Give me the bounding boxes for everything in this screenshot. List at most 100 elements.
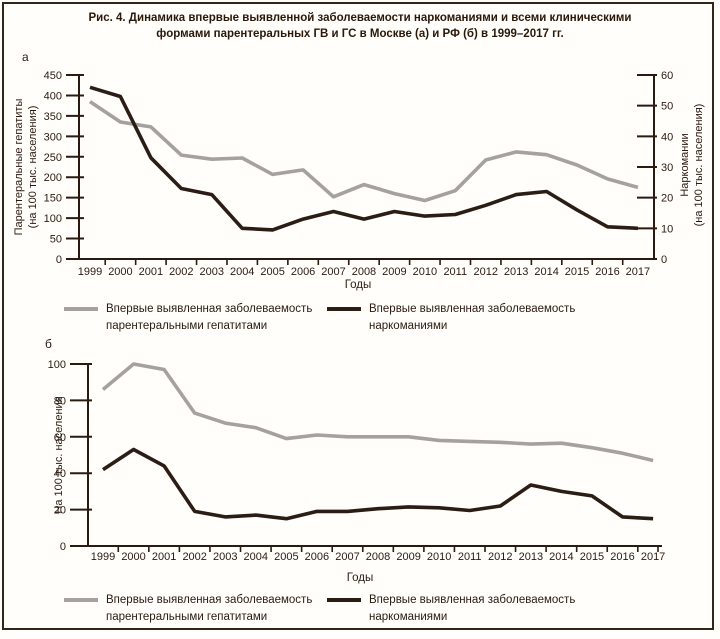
x-axis-year-label: 2002 (169, 266, 193, 278)
x-axis-year-label: 2001 (139, 266, 163, 278)
y-axis-title: (на 100 тыс. населения) (27, 106, 39, 229)
y-axis-tick-label: 150 (44, 193, 62, 205)
legend-hepatitis-line1: Впервые выявленная заболеваемость (106, 303, 313, 315)
x-axis-year-label: 2000 (121, 551, 145, 563)
y-axis-tick-label: 0 (56, 254, 62, 266)
x-axis-year-label: 2004 (244, 551, 268, 563)
right-axis-title: (на 100 тыс. населения) (693, 104, 705, 227)
y-axis-tick-label: 350 (44, 111, 62, 123)
chart-b-russia: 0 20 40 60 80 100 1999 2000 2001 2002 2003 2004 2005… (48, 359, 666, 584)
legend-hepatitis-line2: парентеральными гепатитами (106, 611, 268, 623)
legend-top: Впервые выявленная заболеваемость парент… (64, 301, 664, 335)
legend-narcotics-line1: Впервые выявленная заболеваемость (369, 594, 576, 606)
x-axis-year-label: 2013 (519, 551, 543, 563)
x-axis-year-label: 1999 (91, 551, 115, 563)
figure-title: Рис. 4. Динамика впервые выявленной забо… (0, 10, 720, 42)
x-axis-year-label: 2008 (366, 551, 390, 563)
right-axis-tick-label: 10 (661, 223, 673, 235)
y-axis-tick-label: 100 (48, 359, 66, 371)
figure-title-line2: формами парентеральных ГВ и ГС в Москве … (156, 28, 564, 40)
right-axis-tick-label: 30 (661, 162, 673, 174)
narcotics-line-swatch (327, 598, 361, 602)
legend-hepatitis-line2: парентеральными гепатитами (106, 320, 268, 332)
narcotics-line (89, 85, 638, 232)
x-axis-year-label: 2017 (641, 551, 665, 563)
legend-narcotics-line2: наркоманиями (369, 320, 448, 332)
x-axis-year-label: 2004 (230, 266, 254, 278)
x-axis-year-label: 2001 (152, 551, 176, 563)
y-axis-title: На 100 тыс. населения (53, 396, 65, 513)
x-axis-title: Годы (347, 572, 374, 584)
x-axis-year-label: 2005 (260, 266, 284, 278)
x-axis-year-label: 2011 (458, 551, 482, 563)
narcotics-line-swatch (327, 307, 361, 311)
x-axis-year-label: 2017 (626, 266, 650, 278)
panel-label-b: б (45, 337, 52, 351)
legend-label-hepatitis: Впервые выявленная заболеваемость парент… (106, 592, 312, 626)
y-axis-tick-label: 50 (50, 234, 62, 246)
figure-border (2, 2, 714, 630)
x-axis-year-label: 2015 (565, 266, 589, 278)
x-axis-year-label: 2002 (182, 551, 206, 563)
y-axis-tick-label: 200 (44, 172, 62, 184)
x-axis-year-label: 2010 (413, 266, 437, 278)
y-axis-tick-label: 250 (44, 152, 62, 164)
legend-label-narcotics: Впервые выявленная заболеваемость нарком… (369, 592, 575, 626)
y-axis-tick-label: 450 (44, 70, 62, 82)
y-axis-tick-label: 20 (54, 505, 66, 517)
x-axis-year-label: 2012 (473, 266, 497, 278)
x-axis-year-label: 2007 (335, 551, 359, 563)
y-axis-tick-label: 300 (44, 131, 62, 143)
x-axis-year-label: 1999 (78, 266, 102, 278)
x-axis-year-label: 2006 (291, 266, 315, 278)
x-axis-year-label: 2003 (200, 266, 224, 278)
x-axis-year-label: 2011 (443, 266, 467, 278)
legend-narcotics-line1: Впервые выявленная заболеваемость (369, 303, 576, 315)
hepatitis-line (88, 100, 639, 203)
y-axis-tick-label: 80 (54, 395, 66, 407)
right-axis-tick-label: 50 (661, 101, 673, 113)
narcotics-line (102, 447, 654, 521)
x-axis-year-label: 2015 (580, 551, 604, 563)
y-axis-title: Парентеральные гепатиты (13, 99, 25, 236)
chart-a-moscow: 0 50 100 150 200 250 300 350 400 450 0 10 20 30 40 50 60… (13, 70, 705, 291)
x-axis-year-label: 2007 (321, 266, 345, 278)
x-axis-year-label: 2016 (610, 551, 634, 563)
legend-narcotics-line2: наркоманиями (369, 611, 448, 623)
legend-label-hepatitis: Впервые выявленная заболеваемость парент… (106, 301, 312, 335)
hepatitis-line (101, 362, 654, 463)
legend-bottom: Впервые выявленная заболеваемость парент… (64, 592, 664, 626)
figure-title-line1: Рис. 4. Динамика впервые выявленной забо… (88, 12, 632, 24)
x-axis-year-label: 2013 (504, 266, 528, 278)
y-axis-tick-label: 100 (44, 213, 62, 225)
y-axis-tick-label: 40 (54, 468, 66, 480)
x-axis-year-label: 2009 (396, 551, 420, 563)
legend-item-hepatitis: Впервые выявленная заболеваемость парент… (64, 592, 327, 626)
y-axis-tick-label: 400 (44, 90, 62, 102)
y-axis-tick-label: 0 (60, 541, 66, 553)
x-axis-year-label: 2000 (108, 266, 132, 278)
legend-label-narcotics: Впервые выявленная заболеваемость нарком… (369, 301, 575, 335)
legend-item-narcotics: Впервые выявленная заболеваемость нарком… (327, 301, 575, 335)
x-axis-year-label: 2016 (595, 266, 619, 278)
hepatitis-line-swatch (64, 598, 98, 602)
x-axis-year-label: 2009 (382, 266, 406, 278)
x-axis-year-label: 2005 (274, 551, 298, 563)
legend-item-narcotics: Впервые выявленная заболеваемость нарком… (327, 592, 575, 626)
right-axis-tick-label: 20 (661, 193, 673, 205)
x-axis-year-label: 2008 (352, 266, 376, 278)
x-axis-title: Годы (345, 279, 372, 291)
legend-hepatitis-line1: Впервые выявленная заболеваемость (106, 594, 313, 606)
right-axis-title: Наркомании (679, 133, 691, 196)
x-axis-year-label: 2014 (549, 551, 573, 563)
x-axis-year-label: 2003 (213, 551, 237, 563)
x-axis-year-label: 2006 (305, 551, 329, 563)
y-axis-tick-label: 60 (54, 432, 66, 444)
x-axis-year-label: 2012 (488, 551, 512, 563)
right-axis-tick-label: 40 (661, 131, 673, 143)
legend-item-hepatitis: Впервые выявленная заболеваемость парент… (64, 301, 327, 335)
right-axis-tick-label: 60 (661, 70, 673, 82)
x-axis-year-label: 2010 (427, 551, 451, 563)
right-axis-tick-label: 0 (661, 254, 667, 266)
